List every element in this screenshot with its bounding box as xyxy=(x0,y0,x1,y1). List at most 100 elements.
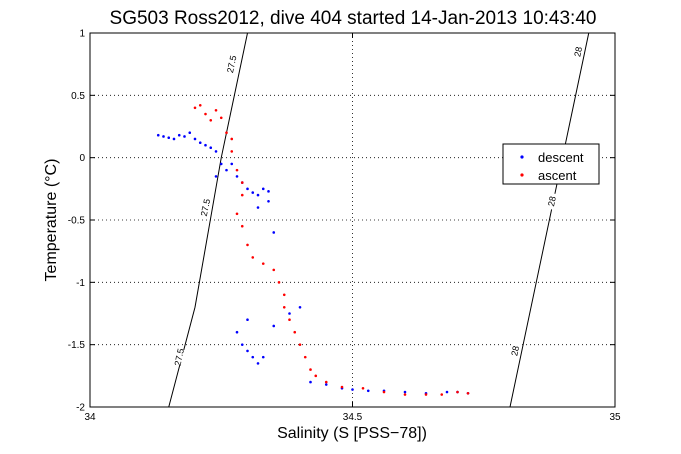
point-descent xyxy=(256,206,260,209)
point-descent xyxy=(156,133,160,137)
point-descent xyxy=(261,355,265,359)
point-descent xyxy=(235,330,239,334)
point-ascent xyxy=(204,112,207,116)
point-descent xyxy=(256,362,260,365)
y-tick-label: -0.5 xyxy=(68,216,86,227)
contour-label: 27.5 xyxy=(225,55,238,74)
point-descent xyxy=(272,324,276,328)
point-descent xyxy=(167,136,171,140)
contour-label-bg xyxy=(571,42,585,61)
contour-label: 28 xyxy=(509,345,521,357)
legend-marker-ascent xyxy=(520,173,524,177)
point-ascent xyxy=(361,387,365,390)
point-ascent xyxy=(272,268,276,272)
y-axis-label: Temperature (°C) xyxy=(43,159,60,282)
point-descent xyxy=(225,168,228,172)
point-descent xyxy=(177,133,181,137)
point-descent xyxy=(183,135,186,138)
point-descent xyxy=(162,135,165,138)
contour-label-bg xyxy=(545,192,559,211)
contour-label-bg xyxy=(508,342,522,360)
point-descent xyxy=(261,187,265,191)
point-ascent xyxy=(293,330,297,334)
contour-label-bg xyxy=(172,348,186,366)
point-ascent xyxy=(314,374,318,378)
point-ascent xyxy=(193,106,197,110)
point-descent xyxy=(214,175,218,178)
contour-label: 28 xyxy=(572,46,584,58)
point-ascent xyxy=(246,243,249,247)
chart-title: SG503 Ross2012, dive 404 started 14-Jan-… xyxy=(110,8,597,29)
point-ascent xyxy=(440,393,444,396)
point-ascent xyxy=(403,393,407,396)
point-descent xyxy=(204,143,207,147)
y-tick-label: -1 xyxy=(76,278,85,289)
legend: descent ascent xyxy=(502,143,600,185)
point-descent xyxy=(267,200,270,203)
point-ascent xyxy=(209,118,213,122)
legend-box xyxy=(502,143,600,185)
point-descent xyxy=(193,137,197,141)
point-ascent xyxy=(382,390,386,394)
y-tick-label: -2 xyxy=(76,403,85,414)
axis-ticks: 34 34.5 35 1 0.5 0 -0.5 -1 -1.5 -2 xyxy=(68,29,621,424)
contour-line-28 xyxy=(509,32,590,408)
contour-label-bg xyxy=(225,55,239,74)
y-tick-label: -1.5 xyxy=(68,340,86,351)
point-descent xyxy=(214,150,218,153)
legend-label-ascent: ascent xyxy=(538,168,577,183)
point-descent xyxy=(246,187,249,191)
point-ascent xyxy=(456,390,459,394)
density-contours: 27.5 27.5 27.5 28 28 28 xyxy=(168,32,590,408)
contour-label: 27.5 xyxy=(173,348,186,367)
point-descent xyxy=(251,191,255,194)
point-descent xyxy=(246,318,249,322)
point-descent xyxy=(251,355,255,359)
point-descent xyxy=(445,390,449,394)
x-tick-label: 35 xyxy=(609,412,621,423)
point-ascent xyxy=(214,108,218,112)
point-ascent xyxy=(230,150,234,153)
point-ascent xyxy=(198,104,202,107)
point-descent xyxy=(403,390,407,394)
point-ascent xyxy=(282,305,286,309)
point-ascent xyxy=(466,391,470,395)
legend-label-descent: descent xyxy=(538,150,584,165)
point-descent xyxy=(272,231,276,234)
point-descent xyxy=(366,389,370,393)
point-descent xyxy=(188,131,192,135)
point-descent xyxy=(351,388,354,391)
point-descent xyxy=(246,349,249,353)
point-descent xyxy=(298,305,302,309)
grid-lines xyxy=(90,33,615,407)
point-ascent xyxy=(282,293,286,297)
point-ascent xyxy=(309,368,312,371)
point-descent xyxy=(267,190,270,193)
point-ascent xyxy=(324,380,328,384)
point-descent xyxy=(309,380,312,384)
point-descent xyxy=(240,343,244,346)
point-ascent xyxy=(219,116,223,120)
point-ascent xyxy=(235,168,239,172)
point-descent xyxy=(198,141,202,145)
legend-marker-descent xyxy=(520,155,524,159)
point-descent xyxy=(324,383,328,386)
point-ascent xyxy=(424,393,428,396)
x-axis-label: Salinity (S [PSS−78]) xyxy=(277,425,427,442)
point-ascent xyxy=(251,256,255,259)
point-descent xyxy=(256,193,260,197)
point-descent xyxy=(209,146,213,149)
point-ascent xyxy=(261,262,265,265)
point-ascent xyxy=(240,193,244,197)
contour-label-bg xyxy=(198,198,213,217)
point-ascent xyxy=(230,137,234,141)
point-ascent xyxy=(303,355,307,359)
point-descent xyxy=(288,312,291,315)
point-ascent xyxy=(340,385,344,389)
point-ascent xyxy=(235,212,239,216)
contour-label: 28 xyxy=(546,195,558,207)
data-points xyxy=(156,104,470,396)
y-tick-label: 1 xyxy=(79,29,85,40)
contour-label: 27.5 xyxy=(199,198,212,217)
x-tick-label: 34.5 xyxy=(343,412,363,423)
